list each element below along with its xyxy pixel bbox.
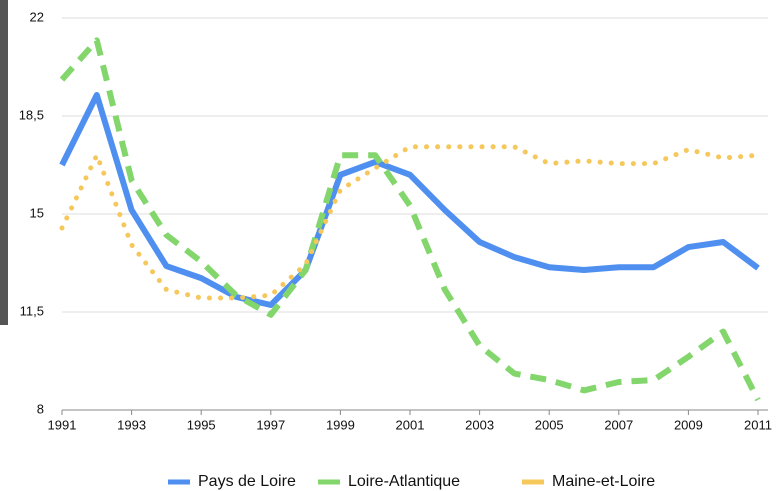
y-tick-label: 22: [30, 9, 44, 24]
legend-text: Maine-et-Loire: [552, 473, 655, 490]
x-tick-label: 2007: [604, 417, 633, 432]
y-tick-label: 15: [30, 205, 44, 220]
y-tick-label: 11,5: [20, 303, 44, 318]
data-line: [62, 40, 758, 400]
chart: 8 11,5 15 18,5 22 1991 1993 1995 1997 1999 2001 200…: [0, 0, 779, 491]
x-tick-label: 2005: [535, 417, 564, 432]
x-tick-label: 2001: [396, 417, 425, 432]
x-tick-label: 2009: [674, 417, 703, 432]
data-line: [62, 147, 758, 298]
data-line: [62, 95, 758, 305]
x-tick-label: 2003: [465, 417, 494, 432]
background-photo-edge: [0, 0, 8, 325]
x-tick-label: 1991: [48, 417, 77, 432]
y-tick-label: 18,5: [19, 107, 44, 122]
x-tick-label: 1999: [326, 417, 355, 432]
x-tick-label: 1997: [256, 417, 285, 432]
x-tick-label: 2011: [744, 417, 772, 432]
y-tick-label: 8: [37, 401, 44, 416]
x-tick-label: 1993: [117, 417, 146, 432]
legend-text: Pays de Loire: [198, 473, 296, 490]
x-tick-label: 1995: [187, 417, 216, 432]
legend-text: Loire-Atlantique: [348, 473, 460, 490]
